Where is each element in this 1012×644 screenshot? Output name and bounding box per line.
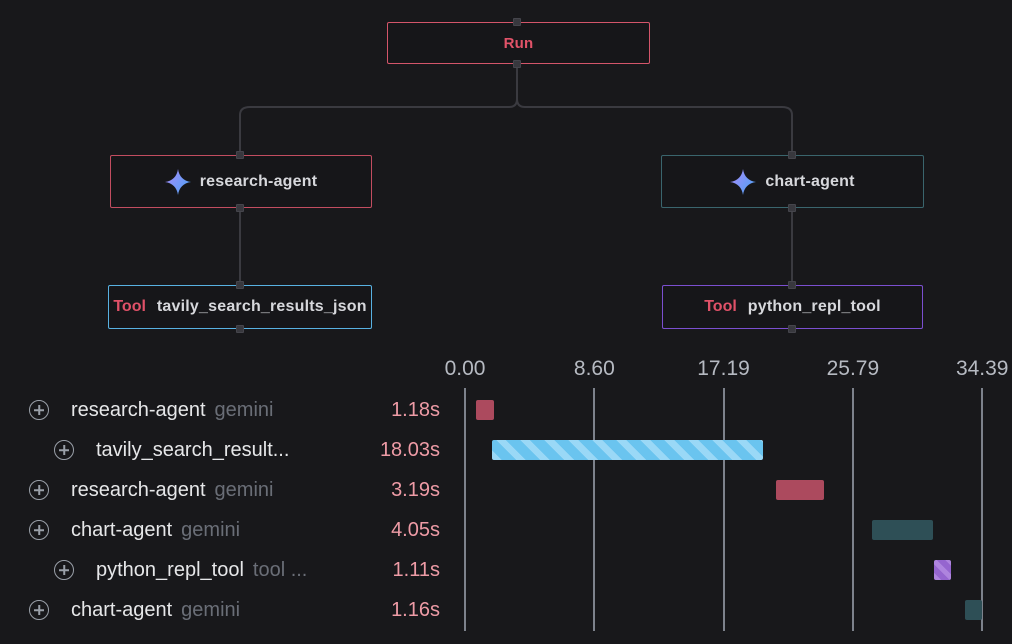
span-bar-red[interactable] [476, 400, 494, 420]
span-name: python_repl_tool [96, 558, 244, 581]
connection-handle [513, 18, 521, 26]
expand-icon[interactable] [29, 600, 49, 620]
axis-tick-label: 8.60 [573, 357, 615, 380]
span-name: research-agent [71, 478, 206, 501]
node-run[interactable]: Run [387, 22, 650, 64]
span-name: chart-agent [71, 518, 173, 541]
node-chart-agent[interactable]: chart-agent [661, 155, 924, 208]
node-python-tool-label: python_repl_tool [747, 298, 881, 315]
connection-handle [236, 325, 244, 333]
span-duration: 18.03s [379, 438, 440, 461]
span-bar-red[interactable] [776, 480, 825, 500]
timeline-row[interactable]: research-agent gemini 3.19s [0, 478, 440, 502]
span-name: chart-agent [71, 598, 173, 621]
span-duration: 3.19s [391, 478, 440, 501]
span-duration: 4.05s [391, 518, 440, 541]
expand-icon[interactable] [29, 480, 49, 500]
span-duration: 1.11s [392, 558, 440, 581]
node-tavily-search-tool[interactable]: Tool tavily_search_results_json [108, 285, 372, 329]
axis-tick-label: 17.19 [697, 357, 750, 380]
axis-tick-label: 34.39 [955, 357, 1009, 380]
span-name: tavily_search_result... [96, 438, 290, 461]
expand-icon[interactable] [29, 400, 49, 420]
expand-icon[interactable] [29, 520, 49, 540]
connection-handle [236, 281, 244, 289]
span-name: research-agent [71, 398, 206, 421]
span-bar-teal[interactable] [871, 520, 933, 540]
axis-tick-label: 0.00 [444, 357, 486, 380]
expand-icon[interactable] [54, 560, 74, 580]
node-tavily-tool-label: tavily_search_results_json [156, 298, 367, 315]
node-python-repl-tool[interactable]: Tool python_repl_tool [662, 285, 923, 329]
timeline-row[interactable]: chart-agent gemini 4.05s [0, 518, 440, 542]
sparkle-icon [164, 168, 191, 195]
timeline-row[interactable]: tavily_search_result... 18.03s [0, 438, 440, 462]
span-bar-teal[interactable] [964, 600, 983, 620]
node-chart-agent-label: chart-agent [765, 172, 855, 190]
span-model-tag: gemini [214, 398, 274, 421]
tool-badge: Tool [704, 298, 737, 315]
gridline [981, 388, 984, 631]
node-research-agent-label: research-agent [199, 172, 318, 190]
connection-handle [236, 204, 244, 212]
span-duration: 1.18s [391, 398, 440, 421]
span-model-tag: gemini [181, 598, 241, 621]
timeline-row[interactable]: research-agent gemini 1.18s [0, 398, 440, 422]
span-model-tag: tool ... [252, 558, 308, 581]
span-bar-purple[interactable] [934, 560, 951, 580]
tool-badge: Tool [113, 298, 146, 315]
graph-edges [239, 64, 793, 285]
connection-handle [788, 204, 796, 212]
connection-handle [788, 281, 796, 289]
span-model-tag: gemini [214, 478, 274, 501]
gridline [722, 388, 725, 631]
span-duration: 1.16s [391, 598, 440, 621]
connection-handle [788, 325, 796, 333]
expand-icon[interactable] [54, 440, 74, 460]
node-research-agent[interactable]: research-agent [110, 155, 372, 208]
sparkle-icon [730, 168, 757, 195]
timeline-row[interactable]: python_repl_tool tool ... 1.11s [0, 558, 440, 582]
gridline [851, 388, 854, 631]
connection-handle [513, 60, 521, 68]
connection-handle [236, 151, 244, 159]
node-run-label: Run [503, 34, 534, 52]
gridline [593, 388, 596, 631]
gridline [464, 388, 466, 631]
timeline-row[interactable]: chart-agent gemini 1.16s [0, 598, 440, 622]
connection-handle [788, 151, 796, 159]
span-bar-blue[interactable] [492, 440, 764, 460]
axis-tick-label: 25.79 [826, 357, 880, 380]
span-model-tag: gemini [181, 518, 241, 541]
